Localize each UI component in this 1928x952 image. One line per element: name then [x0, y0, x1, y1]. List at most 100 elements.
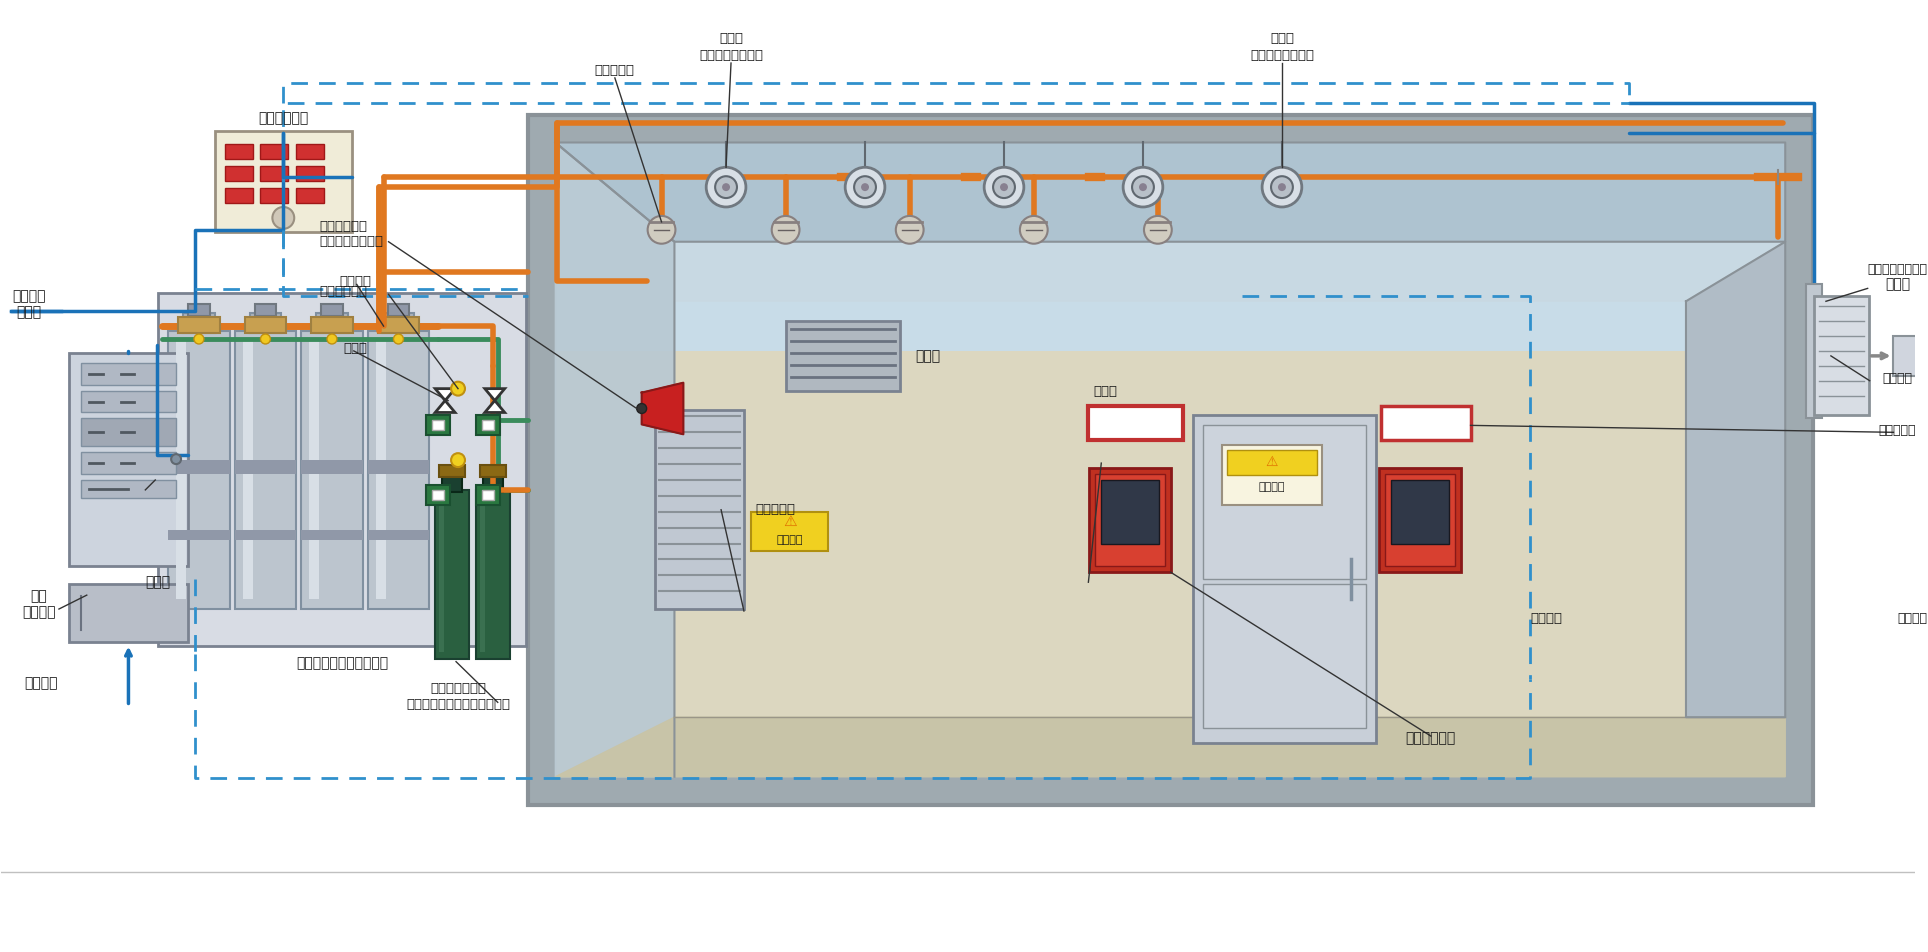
Bar [1379, 468, 1461, 572]
Bar [69, 353, 189, 566]
Circle shape [1278, 183, 1286, 191]
Circle shape [1271, 176, 1294, 198]
Circle shape [1001, 183, 1008, 191]
Text: ダンパー: ダンパー [1882, 372, 1913, 386]
Bar [476, 415, 499, 435]
Bar [368, 331, 430, 609]
Bar [301, 331, 362, 609]
Circle shape [1124, 168, 1163, 207]
Bar [1089, 468, 1170, 572]
Bar [183, 313, 214, 333]
Bar [442, 474, 463, 492]
Polygon shape [436, 388, 455, 401]
Text: 音響警報装置: 音響警報装置 [318, 220, 366, 233]
Bar [168, 460, 229, 474]
Text: 回路へ: 回路へ [17, 306, 42, 319]
Bar [168, 529, 229, 540]
Circle shape [451, 382, 465, 396]
Text: 起動用ガス容器: 起動用ガス容器 [430, 682, 486, 695]
Text: ⚠: ⚠ [1267, 455, 1278, 469]
Bar [1380, 406, 1471, 440]
Text: 関連機器: 関連機器 [12, 289, 46, 304]
Bar [235, 529, 297, 540]
Text: （スピーカー等）: （スピーカー等） [318, 235, 384, 248]
Bar [378, 317, 418, 333]
Bar [1203, 426, 1367, 579]
Bar [482, 474, 503, 492]
Bar [168, 331, 229, 609]
Text: 消火剤貯蔵容器ユニット: 消火剤貯蔵容器ユニット [295, 657, 388, 670]
Circle shape [706, 168, 746, 207]
Text: 放出表示灯: 放出表示灯 [1878, 424, 1916, 437]
Bar [750, 512, 829, 551]
Bar [656, 410, 744, 609]
Text: 注意銘板: 注意銘板 [1259, 482, 1286, 492]
Polygon shape [555, 143, 675, 777]
Circle shape [897, 216, 924, 244]
Circle shape [1143, 216, 1172, 244]
Bar [426, 485, 449, 505]
Bar [1893, 336, 1924, 376]
Circle shape [393, 334, 403, 344]
Bar [1193, 415, 1377, 743]
Bar [368, 529, 430, 540]
Bar [476, 490, 509, 659]
Text: 復旧弁箱: 復旧弁箱 [1897, 612, 1928, 625]
Bar [235, 460, 297, 474]
Text: ダクト: ダクト [1886, 277, 1911, 291]
Bar [432, 421, 443, 430]
Bar [69, 585, 189, 642]
Circle shape [636, 404, 646, 413]
Text: 電源供給: 電源供給 [25, 677, 58, 690]
Polygon shape [642, 383, 683, 434]
Bar [243, 341, 253, 599]
Text: 光電式: 光電式 [1271, 31, 1294, 45]
Bar [81, 480, 175, 498]
Circle shape [272, 207, 295, 228]
Polygon shape [555, 717, 1785, 777]
Circle shape [451, 453, 465, 467]
Bar [245, 317, 285, 333]
Bar [382, 313, 415, 333]
Bar [260, 167, 289, 181]
Circle shape [844, 168, 885, 207]
Bar [1814, 296, 1868, 415]
Polygon shape [675, 242, 1785, 301]
Bar [376, 341, 386, 599]
Bar [177, 317, 220, 333]
Bar [254, 305, 276, 316]
Bar [249, 313, 281, 333]
Bar [555, 143, 1785, 351]
Bar [1807, 285, 1822, 419]
Circle shape [172, 454, 181, 464]
Bar [1392, 480, 1448, 545]
Circle shape [723, 183, 731, 191]
Text: 避圧口: 避圧口 [916, 348, 941, 363]
Bar [368, 460, 430, 474]
Bar [226, 188, 253, 203]
Circle shape [1139, 183, 1147, 191]
Bar [301, 460, 362, 474]
Text: スポット型感知器: スポット型感知器 [1249, 49, 1315, 62]
Text: 非常: 非常 [31, 589, 48, 604]
Bar [308, 341, 318, 599]
Text: 手動起動装置: 手動起動装置 [1406, 731, 1456, 745]
Bar [235, 331, 297, 609]
Circle shape [648, 216, 675, 244]
Bar [1222, 446, 1323, 505]
Bar [436, 490, 469, 659]
Text: 安全装置: 安全装置 [339, 275, 370, 288]
Text: 復旧弁箱: 復旧弁箱 [1531, 612, 1562, 625]
Polygon shape [484, 388, 505, 401]
Bar [81, 363, 175, 385]
Bar [528, 114, 1812, 804]
Bar [1228, 450, 1317, 475]
Text: 圧力スイッチ: 圧力スイッチ [318, 285, 366, 298]
Polygon shape [484, 401, 505, 412]
Text: 注意銘板: 注意銘板 [777, 534, 802, 545]
Circle shape [260, 334, 270, 344]
Bar [432, 490, 443, 500]
Circle shape [862, 183, 870, 191]
Circle shape [1263, 168, 1301, 207]
Text: スポット型感知器: スポット型感知器 [700, 49, 763, 62]
